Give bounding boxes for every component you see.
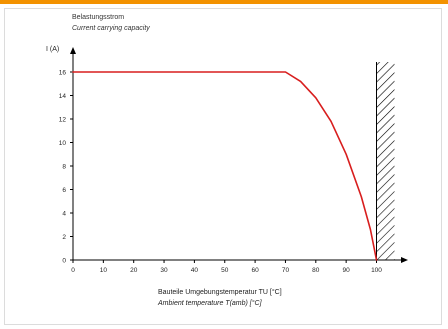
y-tick-label: 12: [59, 117, 67, 124]
x-axis-sublabel: Ambient temperature T(amb) [°C]: [157, 299, 263, 307]
x-tick-label: 20: [130, 267, 138, 274]
ticks: 0 10 20 30 40 50 60 70 80 90 100 0 2 4 6 8 10 12 14 16: [59, 70, 383, 275]
x-tick-label: 90: [343, 267, 351, 274]
x-tick-label: 40: [191, 267, 199, 274]
x-tick-label: 100: [371, 267, 382, 274]
accent-bar: [0, 0, 448, 4]
axes: [70, 47, 408, 263]
series: [72, 71, 378, 261]
x-tick-label: 80: [312, 267, 320, 274]
limit-hatch-fill: [376, 62, 395, 260]
y-tick-label: 2: [62, 234, 66, 241]
x-axis-arrow: [401, 257, 408, 263]
x-tick-label: 0: [71, 267, 75, 274]
y-tick-label: 10: [59, 140, 67, 147]
x-axis-label: Bauteile Umgebungstemperatur TU [°C]: [158, 288, 282, 296]
y-axis-arrow: [70, 47, 76, 54]
x-tick-label: 10: [100, 267, 108, 274]
chart-subtitle: Current carrying capacity: [72, 25, 150, 32]
y-axis-label: I (A): [46, 46, 59, 53]
x-tick-label: 60: [251, 267, 259, 274]
y-tick-label: 0: [62, 258, 66, 265]
chart-title: Belastungsstrom: [72, 14, 124, 21]
y-tick-label: 6: [62, 187, 66, 194]
x-tick-label: 30: [160, 267, 168, 274]
y-tick-label: 14: [59, 93, 67, 100]
chart-panel: [4, 8, 442, 325]
x-tick-label: 50: [221, 267, 229, 274]
limit-hatch: [376, 62, 395, 260]
x-tick-label: 70: [282, 267, 290, 274]
y-tick-label: 4: [62, 211, 66, 218]
y-tick-label: 8: [62, 164, 66, 171]
y-tick-label: 16: [59, 70, 67, 77]
series-line-0: [72, 71, 378, 261]
